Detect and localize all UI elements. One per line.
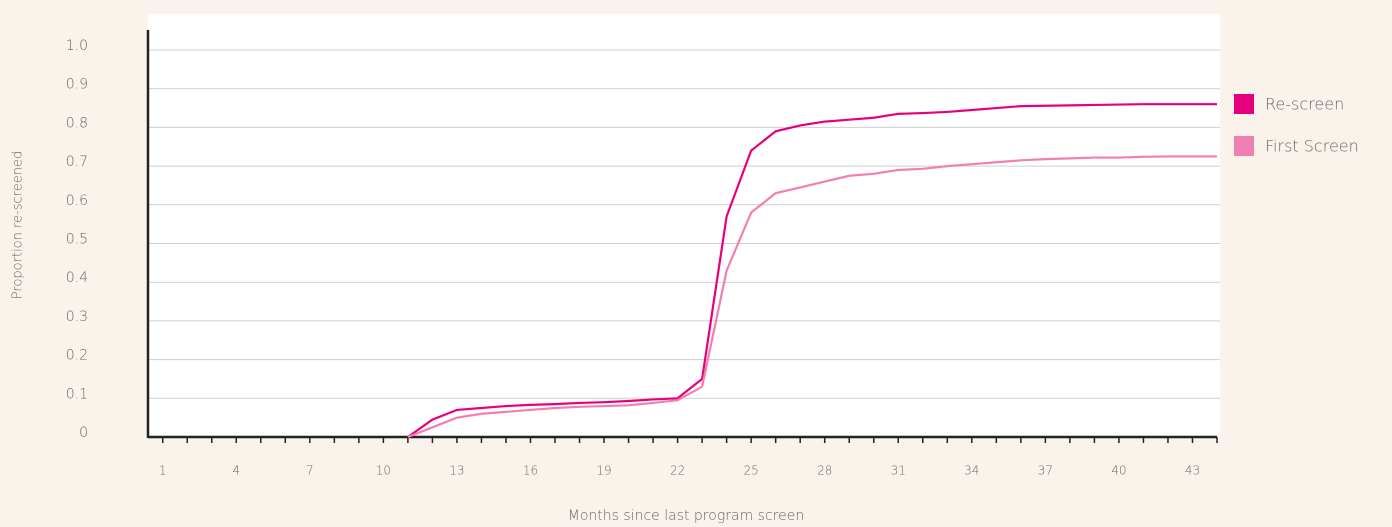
y-tick-label: 0 [79, 425, 88, 441]
y-tick-label: 0.5 [66, 232, 88, 248]
x-tick-label: 7 [306, 464, 314, 478]
x-tick-label: 25 [744, 464, 759, 478]
y-axis-label: Proportion re-screened [11, 151, 26, 299]
y-tick-label: 0.4 [66, 270, 88, 286]
y-tick-label: 0.3 [66, 309, 88, 325]
line-series [407, 103, 1217, 438]
y-tick-label: 0.2 [66, 348, 88, 364]
x-tick-label: 37 [1038, 464, 1053, 478]
x-axis-label: Months since last program screen [568, 508, 804, 524]
x-tick-label: 1 [159, 464, 167, 478]
x-tick-label: 43 [1185, 464, 1200, 478]
x-tick-label: 13 [449, 464, 464, 478]
y-tick-label: 0.8 [66, 115, 88, 131]
y-tick-label: 0.6 [66, 193, 88, 209]
y-tick-label: 0.9 [66, 77, 88, 93]
x-tick-label: 31 [891, 464, 906, 478]
legend-label: Re-screen [1265, 95, 1344, 114]
x-tick-label: 28 [817, 464, 832, 478]
legend-swatch [1234, 94, 1254, 114]
plot-area [148, 14, 1220, 437]
x-tick-label: 40 [1111, 464, 1126, 478]
legend-label: First Screen [1265, 137, 1359, 156]
line-series [407, 155, 1217, 439]
x-tick-label: 4 [232, 464, 240, 478]
y-tick-label: 0.1 [66, 386, 88, 402]
x-tick-label: 10 [376, 464, 391, 478]
y-tick-label: 0.7 [66, 154, 88, 170]
y-tick-label: 1.0 [66, 38, 88, 54]
x-tick-label: 34 [964, 464, 979, 478]
x-tick-label: 22 [670, 464, 685, 478]
x-tick-label: 16 [523, 464, 538, 478]
x-tick-label: 19 [596, 464, 611, 478]
legend-swatch [1234, 136, 1254, 156]
